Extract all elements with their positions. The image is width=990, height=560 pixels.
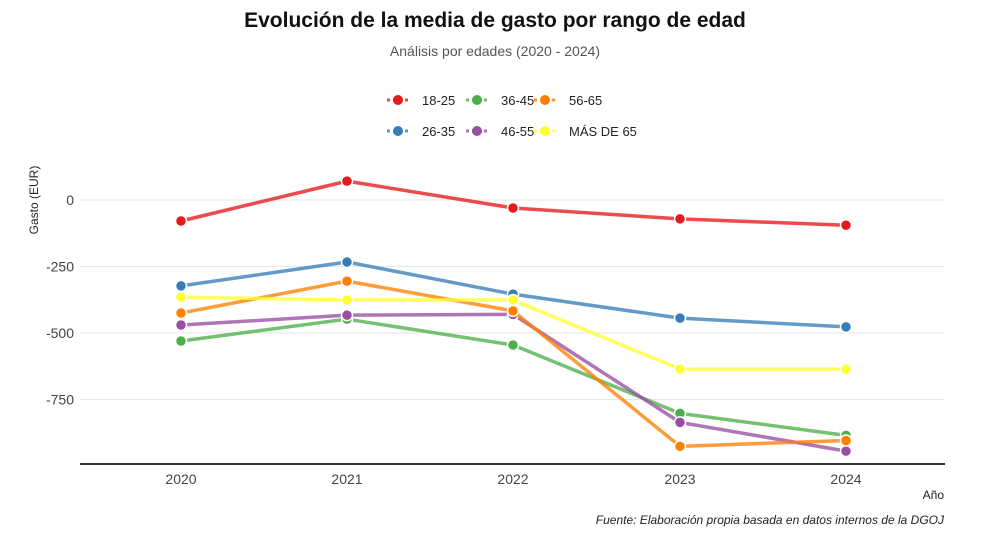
data-point[interactable] — [340, 274, 354, 288]
data-point[interactable] — [673, 212, 687, 226]
legend-marker-icon — [472, 126, 482, 136]
data-point[interactable] — [673, 311, 687, 325]
x-tick-label: 2024 — [830, 471, 861, 487]
legend-label: 46-55 — [501, 124, 534, 139]
legend-item[interactable]: 26-35 — [387, 124, 455, 139]
chart-caption: Fuente: Elaboración propia basada en dat… — [596, 513, 945, 527]
data-point[interactable] — [839, 362, 853, 376]
legend-label: 26-35 — [422, 124, 455, 139]
y-axis-ticks: 0 -250 -500 -750 — [46, 192, 74, 408]
x-axis-ticks: 2020 2021 2022 2023 2024 — [165, 471, 861, 487]
legend-label: 56-65 — [569, 93, 602, 108]
y-axis-title: Gasto (EUR) — [27, 166, 41, 235]
data-point[interactable] — [673, 440, 687, 453]
legend-marker-icon — [393, 95, 403, 105]
y-tick-label: -750 — [46, 392, 74, 408]
data-point[interactable] — [839, 219, 853, 232]
data-point[interactable] — [340, 308, 354, 322]
data-point[interactable] — [174, 306, 188, 320]
legend-label: MÁS DE 65 — [569, 124, 637, 139]
legend: 18-25 36-45 56-65 26-35 46-55 MÁS DE 65 — [387, 93, 637, 139]
legend-item[interactable]: 46-55 — [466, 124, 534, 139]
y-tick-label: -250 — [46, 259, 74, 275]
legend-marker-icon — [393, 126, 403, 136]
data-point[interactable] — [673, 416, 687, 429]
legend-item[interactable]: MÁS DE 65 — [534, 124, 637, 139]
data-point[interactable] — [174, 290, 188, 304]
legend-item[interactable]: 36-45 — [466, 93, 534, 108]
data-point[interactable] — [839, 434, 853, 447]
data-point[interactable] — [174, 318, 188, 332]
gridlines — [80, 199, 945, 400]
data-point[interactable] — [506, 201, 520, 215]
y-tick-label: 0 — [66, 192, 74, 208]
legend-marker-icon — [540, 126, 550, 136]
series-m-s-de-65 — [174, 290, 853, 376]
x-tick-label: 2021 — [331, 471, 362, 487]
data-point[interactable] — [340, 255, 354, 269]
data-point[interactable] — [506, 338, 520, 352]
series-line — [180, 317, 847, 438]
data-point[interactable] — [506, 304, 520, 318]
data-point[interactable] — [340, 174, 354, 188]
data-point[interactable] — [174, 214, 188, 228]
legend-label: 36-45 — [501, 93, 534, 108]
chart-subtitle: Análisis por edades (2020 - 2024) — [390, 43, 600, 59]
x-tick-label: 2020 — [165, 471, 196, 487]
series-group — [174, 174, 853, 458]
data-point[interactable] — [506, 293, 520, 307]
series-line — [180, 312, 847, 453]
data-point[interactable] — [839, 444, 853, 458]
y-tick-label: -500 — [46, 325, 74, 341]
series-56-65 — [174, 274, 853, 453]
legend-marker-icon — [540, 95, 550, 105]
data-point[interactable] — [673, 362, 687, 376]
data-point[interactable] — [174, 334, 188, 348]
legend-item[interactable]: 18-25 — [387, 93, 455, 108]
chart-title: Evolución de la media de gasto por rango… — [244, 9, 746, 32]
data-point[interactable] — [340, 293, 354, 307]
x-tick-label: 2023 — [664, 471, 695, 487]
data-point[interactable] — [174, 279, 188, 293]
x-tick-label: 2022 — [497, 471, 528, 487]
data-point[interactable] — [839, 320, 853, 334]
series-46-55 — [174, 308, 853, 458]
x-axis-title: Año — [923, 488, 945, 502]
legend-item[interactable]: 56-65 — [534, 93, 602, 108]
series-18-25 — [174, 174, 853, 232]
legend-marker-icon — [472, 95, 482, 105]
legend-label: 18-25 — [422, 93, 455, 108]
